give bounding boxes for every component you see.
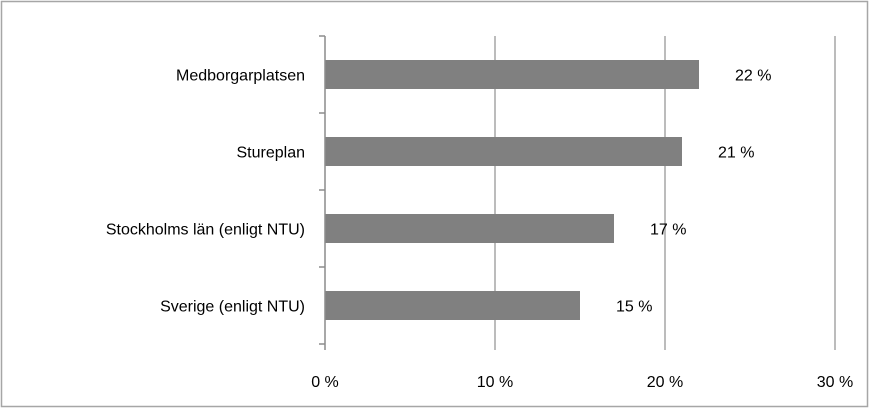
category-label-2: Stockholms län (enligt NTU) — [106, 222, 305, 239]
x-tick-label-30: 30 % — [817, 374, 853, 391]
data-label-3: 15 % — [616, 299, 652, 316]
data-label-2: 17 % — [650, 222, 686, 239]
axes — [319, 35, 326, 350]
bar-3 — [325, 291, 580, 320]
x-tick-label-0: 0 % — [311, 374, 339, 391]
category-label-0: Medborgarplatsen — [176, 68, 305, 85]
bar-2 — [325, 214, 614, 243]
x-tick-label-10: 10 % — [477, 374, 513, 391]
category-label-1: Stureplan — [237, 145, 306, 162]
data-label-1: 21 % — [718, 145, 754, 162]
data-label-0: 22 % — [735, 68, 771, 85]
bar-0 — [325, 60, 699, 89]
x-tick-label-20: 20 % — [647, 374, 683, 391]
labels: 0 % 10 % 20 % 30 % Medborgarplatsen Stureplan… — [106, 68, 853, 392]
bars — [325, 60, 699, 320]
bar-1 — [325, 137, 682, 166]
category-label-3: Sverige (enligt NTU) — [160, 299, 305, 316]
